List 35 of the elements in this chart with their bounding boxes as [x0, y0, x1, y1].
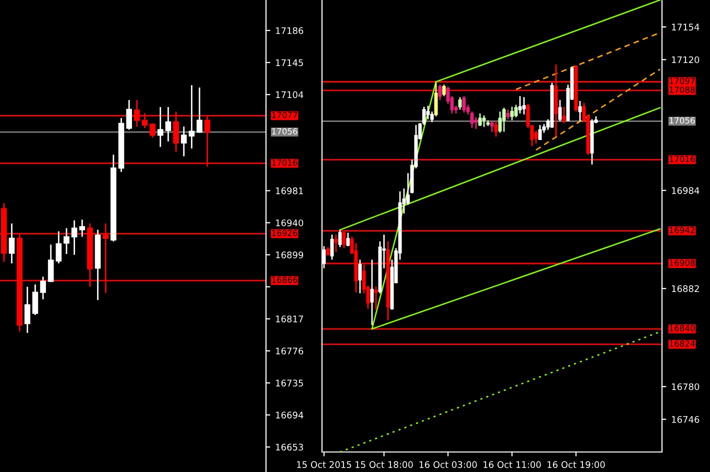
- ref-line-label: 16942: [670, 226, 694, 234]
- ref-line-label: 17016: [272, 159, 298, 166]
- ref-line-label: 17056: [670, 117, 695, 124]
- x-tick-label: 15 Oct 2015: [297, 461, 352, 468]
- y-tick-label: 16735: [276, 380, 303, 386]
- y-tick-label: 17120: [672, 56, 700, 64]
- x-tick-label: 16 Oct 11:00: [484, 461, 541, 468]
- ref-line-label: 17056: [272, 128, 298, 134]
- y-tick-label: 16817: [276, 316, 303, 322]
- ref-line-label: 17077: [272, 112, 298, 118]
- ref-line-label: 16824: [670, 340, 695, 347]
- y-tick-label: 17104: [276, 91, 304, 98]
- y-tick-label: 16776: [276, 348, 304, 354]
- y-tick-label: 16940: [276, 219, 304, 226]
- ref-line-label: 17097: [670, 78, 695, 84]
- y-tick-label: 16984: [672, 187, 700, 194]
- ref-line-label: 16908: [670, 260, 695, 266]
- y-tick-label: 17186: [276, 27, 304, 34]
- y-tick-label: 16694: [276, 412, 304, 419]
- x-tick-label: 15 Oct 18:00: [356, 461, 413, 468]
- ref-line-label: 17088: [670, 86, 695, 93]
- y-tick-label: 16780: [672, 383, 700, 390]
- y-tick-label: 16653: [276, 444, 304, 451]
- y-tick-label: 16981: [276, 187, 303, 194]
- y-tick-label: 16899: [276, 251, 304, 258]
- y-tick-label: 16746: [672, 416, 700, 423]
- y-tick-label: 17154: [672, 24, 700, 30]
- x-tick-label: 16 Oct 19:00: [548, 461, 605, 468]
- ref-line-label: 17016: [670, 156, 695, 162]
- x-tick-label: 16 Oct 03:00: [420, 461, 477, 468]
- ref-line-label: 16840: [670, 325, 695, 332]
- ref-line-label: 16866: [272, 276, 298, 283]
- y-tick-label: 16882: [672, 285, 699, 292]
- ref-line-label: 16926: [272, 230, 298, 236]
- y-tick-label: 17145: [276, 59, 303, 66]
